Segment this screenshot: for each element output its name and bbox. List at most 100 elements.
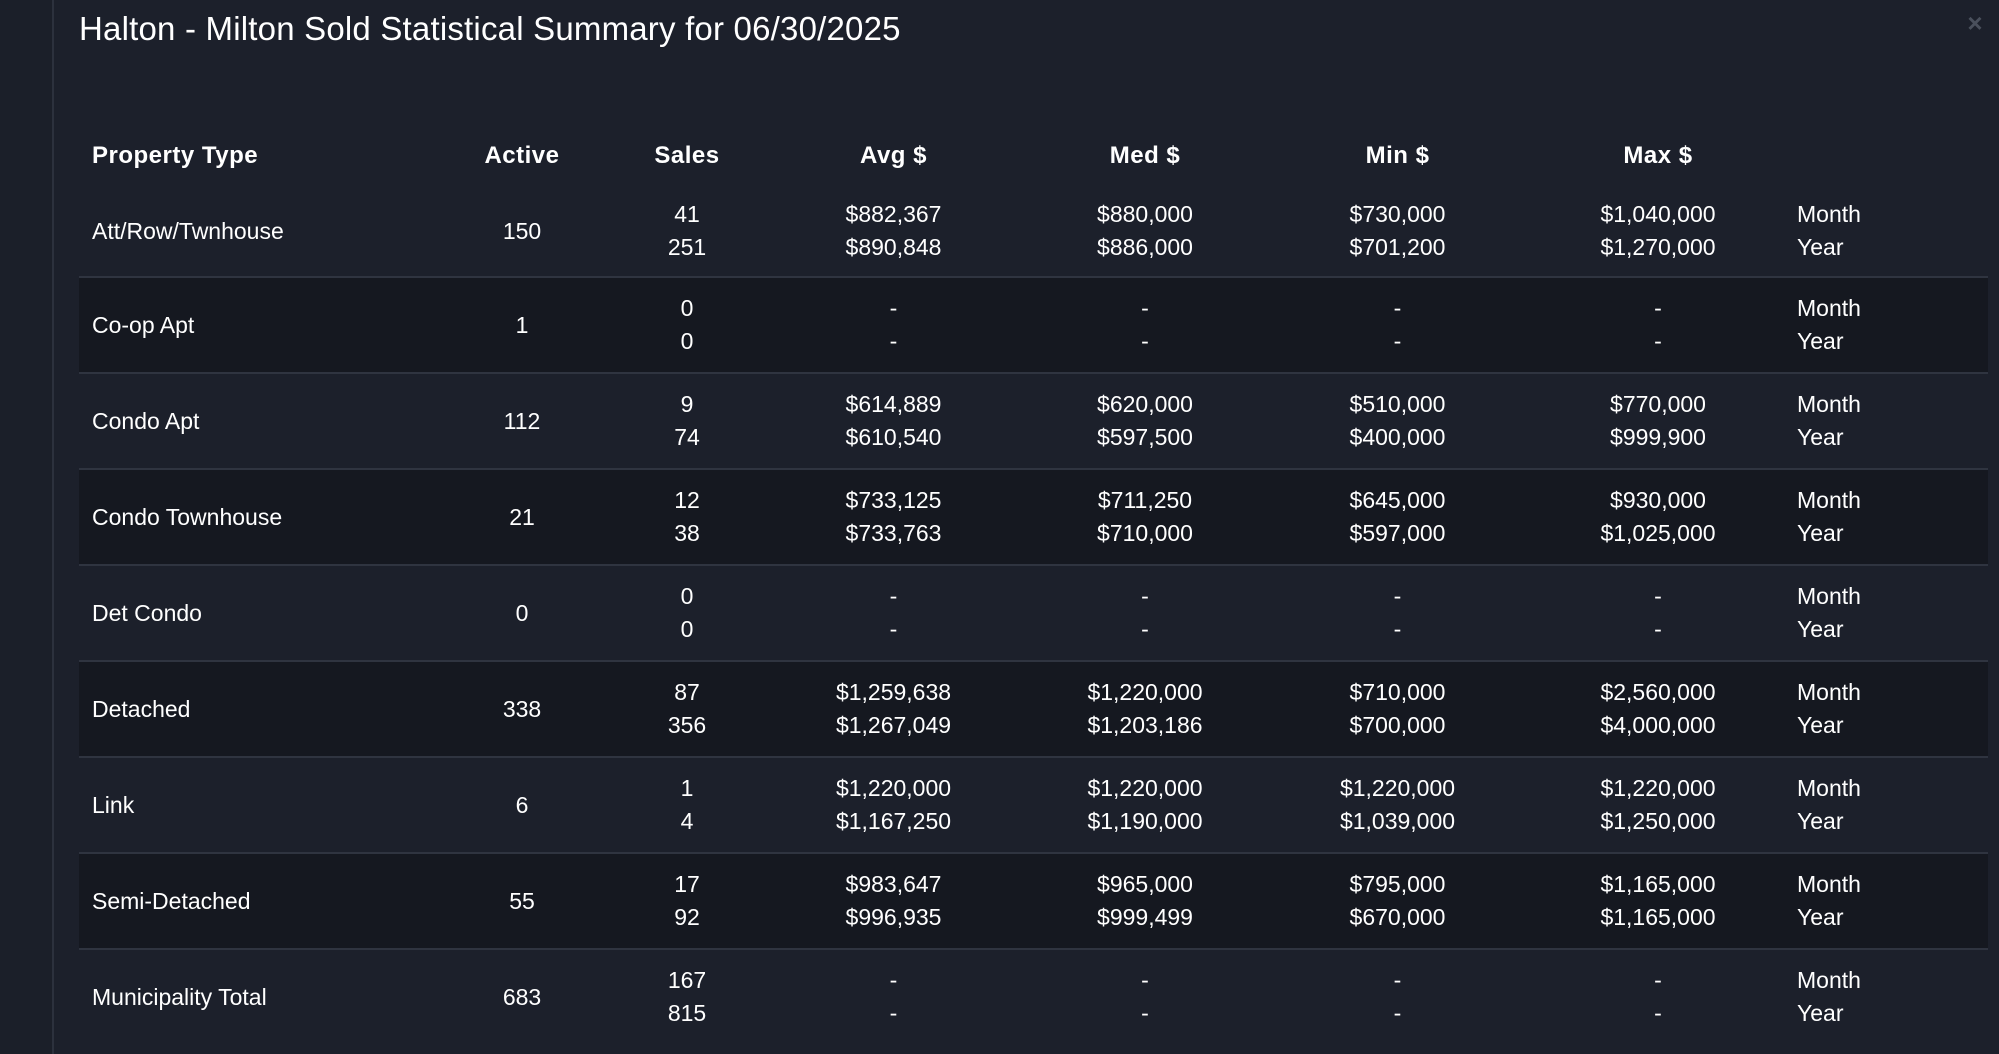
period-year-label: Year [1797,808,1844,834]
min-cell: $795,000 $670,000 [1270,853,1525,949]
sales-year-value: 0 [680,328,694,354]
period-month-label: Month [1797,583,1861,609]
med-cell: -- [1020,949,1270,1044]
header-min[interactable]: Min $ [1365,142,1430,169]
med-year-value: $1,203,186 [1087,712,1203,738]
sales-year-value: 74 [674,424,700,450]
active-cell: 55 [509,887,535,914]
med-year-value: $886,000 [1097,234,1193,260]
table-row: Condo Townhouse 21 12 38 $733,125 $733,763 $71… [79,469,1988,565]
max-cell: -- [1525,565,1791,661]
max-month-value: - [1654,295,1662,321]
max-year-value: $999,900 [1610,424,1706,450]
property-type-cell: Att/Row/Twnhouse [92,217,284,244]
min-year-value: $701,200 [1349,234,1446,260]
avg-year-value: - [889,1000,898,1026]
header-avg[interactable]: Avg $ [860,142,927,169]
max-month-value: - [1654,967,1662,993]
max-cell: $2,560,000 $4,000,000 [1525,661,1791,757]
header-med[interactable]: Med $ [1109,142,1181,169]
med-year-value: $597,500 [1097,424,1193,450]
med-month-value: $880,000 [1097,201,1193,227]
header-property-type[interactable]: Property Type [92,142,259,169]
sales-month-value: 17 [674,871,700,897]
period-month-label: Month [1797,391,1861,417]
med-cell: $965,000 $999,499 [1020,853,1270,949]
property-type-cell: Municipality Total [92,983,267,1010]
max-cell: $930,000 $1,025,000 [1525,469,1791,565]
period-cell: Month Year [1791,186,1988,277]
sales-cell: 9 74 [607,373,767,469]
period-cell: Month Year [1791,949,1988,1044]
avg-month-value: - [889,583,898,609]
sales-month-value: 41 [674,201,700,227]
avg-cell: -- [767,277,1020,373]
avg-year-value: $1,167,250 [835,808,952,834]
table-row: Link 6 1 4 $1,220,000 $1,167,250 $1,220,000 $1,… [79,757,1988,853]
med-month-value: $1,220,000 [1087,775,1203,801]
active-cell: 112 [503,407,541,434]
period-cell: Month Year [1791,661,1988,757]
max-year-value: $1,165,000 [1600,904,1716,930]
min-year-value: $400,000 [1349,424,1446,450]
active-cell: 21 [509,503,535,530]
table-row: Co-op Apt 1 0 0- - - - - - - - Month Year [79,277,1988,373]
period-cell: Month Year [1791,757,1988,853]
avg-year-value: - [889,328,898,354]
avg-year-value: $996,935 [845,904,942,930]
med-month-value: - [1141,583,1149,609]
min-month-value: $795,000 [1349,871,1446,897]
max-month-value: $930,000 [1610,487,1706,513]
property-type-cell: Condo Townhouse [92,503,283,530]
header-sales[interactable]: Sales [654,142,720,169]
max-cell: $1,165,000 $1,165,000 [1525,853,1791,949]
med-cell: -- [1020,277,1270,373]
table-row: Municipality Total 683 167 815- - - - - - - - Month… [79,949,1988,1044]
avg-year-value: $733,763 [845,520,942,546]
sales-month-value: 87 [674,679,700,705]
min-year-value: $670,000 [1349,904,1446,930]
med-month-value: $620,000 [1097,391,1193,417]
modal-title: Halton - Milton Sold Statistical Summary… [79,10,901,47]
max-year-value: - [1654,1000,1662,1026]
max-cell: $1,040,000 $1,270,000 [1525,186,1791,277]
sales-month-value: 0 [680,583,694,609]
close-icon[interactable]: × [1967,8,1983,38]
active-cell: 1 [515,311,529,338]
active-cell: 150 [502,217,542,244]
page-backdrop [0,0,54,1054]
avg-month-value: $983,647 [845,871,942,897]
avg-cell: -- [767,565,1020,661]
max-month-value: $1,220,000 [1600,775,1716,801]
max-year-value: $1,270,000 [1600,234,1716,260]
avg-month-value: $733,125 [845,487,942,513]
med-month-value: $711,250 [1097,487,1193,513]
min-year-value: $597,000 [1349,520,1446,546]
avg-month-value: - [889,967,898,993]
min-month-value: $710,000 [1349,679,1446,705]
sales-cell: 17 92 [607,853,767,949]
med-month-value: - [1141,295,1149,321]
max-month-value: $1,040,000 [1600,201,1716,227]
period-month-label: Month [1797,871,1861,897]
sales-year-value: 0 [680,616,694,642]
min-year-value: - [1393,328,1402,354]
period-year-label: Year [1797,234,1844,260]
max-month-value: $770,000 [1610,391,1706,417]
table-row: Condo Apt 112 9 74 $614,889 $610,540 $620,000 $… [79,373,1988,469]
header-active[interactable]: Active [484,142,560,169]
med-year-value: $1,190,000 [1087,808,1203,834]
med-cell: $880,000 $886,000 [1020,186,1270,277]
max-month-value: $2,560,000 [1600,679,1716,705]
active-cell: 0 [515,599,529,626]
sales-month-value: 167 [667,967,707,993]
max-cell: $1,220,000 $1,250,000 [1525,757,1791,853]
period-month-label: Month [1797,487,1861,513]
max-year-value: $1,025,000 [1600,520,1716,546]
period-cell: Month Year [1791,469,1988,565]
period-cell: Month Year [1791,373,1988,469]
header-max[interactable]: Max $ [1623,142,1693,169]
avg-month-value: - [889,295,898,321]
med-cell: $620,000 $597,500 [1020,373,1270,469]
